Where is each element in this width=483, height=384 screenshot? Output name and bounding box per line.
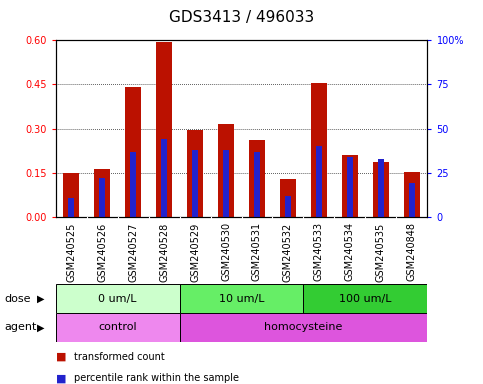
Text: control: control	[98, 322, 137, 333]
Text: GSM240525: GSM240525	[66, 222, 76, 282]
Bar	[254, 152, 260, 217]
Bar	[161, 139, 167, 217]
Text: GSM240532: GSM240532	[283, 222, 293, 281]
Bar	[192, 150, 198, 217]
Bar	[404, 172, 420, 217]
Bar	[156, 42, 172, 217]
Text: homocysteine: homocysteine	[264, 322, 342, 333]
Bar	[125, 88, 141, 217]
Bar	[249, 141, 265, 217]
Text: 0 um/L: 0 um/L	[98, 293, 137, 304]
Bar	[94, 169, 110, 217]
Text: GSM240534: GSM240534	[345, 222, 355, 281]
Text: GSM240529: GSM240529	[190, 222, 200, 281]
Bar	[378, 159, 384, 217]
Text: GSM240528: GSM240528	[159, 222, 169, 281]
Bar	[347, 157, 353, 217]
Text: GSM240530: GSM240530	[221, 222, 231, 281]
Text: ▶: ▶	[37, 293, 45, 304]
Bar	[373, 162, 389, 217]
Bar	[280, 179, 296, 217]
Bar	[311, 83, 327, 217]
Bar	[180, 284, 303, 313]
Text: GSM240531: GSM240531	[252, 222, 262, 281]
Bar	[285, 196, 291, 217]
Text: percentile rank within the sample: percentile rank within the sample	[74, 373, 239, 383]
Bar	[99, 178, 105, 217]
Bar	[303, 284, 427, 313]
Text: 10 um/L: 10 um/L	[219, 293, 264, 304]
Bar	[342, 155, 358, 217]
Bar	[218, 124, 234, 217]
Text: GSM240848: GSM240848	[407, 222, 417, 281]
Bar	[180, 313, 427, 342]
Bar	[56, 313, 180, 342]
Text: GSM240527: GSM240527	[128, 222, 138, 282]
Bar	[223, 150, 229, 217]
Bar	[130, 152, 136, 217]
Text: GSM240535: GSM240535	[376, 222, 386, 281]
Text: GDS3413 / 496033: GDS3413 / 496033	[169, 10, 314, 25]
Bar	[409, 184, 415, 217]
Text: GSM240526: GSM240526	[97, 222, 107, 281]
Bar	[68, 197, 74, 217]
Bar	[187, 130, 203, 217]
Bar	[56, 284, 180, 313]
Bar	[316, 146, 322, 217]
Text: agent: agent	[5, 322, 37, 333]
Text: transformed count: transformed count	[74, 352, 165, 362]
Text: ▶: ▶	[37, 322, 45, 333]
Text: ■: ■	[56, 373, 66, 383]
Text: GSM240533: GSM240533	[314, 222, 324, 281]
Text: 100 um/L: 100 um/L	[339, 293, 392, 304]
Bar	[63, 174, 79, 217]
Text: ■: ■	[56, 352, 66, 362]
Text: dose: dose	[5, 293, 31, 304]
